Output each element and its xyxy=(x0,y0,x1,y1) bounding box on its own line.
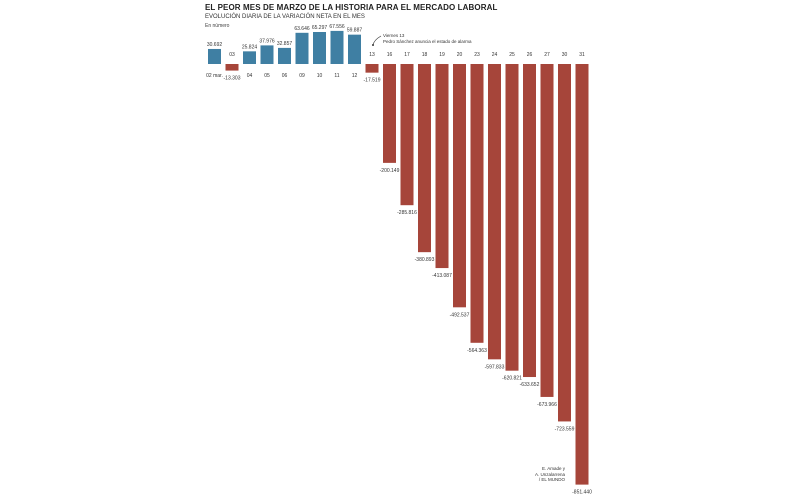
value-label-11: 67.556 xyxy=(329,24,345,30)
bar-05 xyxy=(260,45,274,64)
value-label-06: 32.857 xyxy=(277,41,293,47)
category-label-05: 05 xyxy=(264,73,270,79)
bar-02 mar. xyxy=(208,48,221,64)
bar-13 xyxy=(365,64,379,73)
value-label-05: 37.976 xyxy=(259,38,275,44)
value-label-13: -17.519 xyxy=(364,78,381,84)
bar-25 xyxy=(505,64,519,371)
category-label-20: 20 xyxy=(457,52,463,58)
category-label-23: 23 xyxy=(474,52,480,58)
value-label-16: -200.149 xyxy=(380,168,400,174)
bar-20 xyxy=(453,64,466,308)
category-label-09: 09 xyxy=(299,73,305,79)
value-label-12: 59.887 xyxy=(347,28,363,34)
annotation-text: Viernes 13 Pedro Sánchez anuncia el esta… xyxy=(383,33,472,44)
category-label-19: 19 xyxy=(439,52,445,58)
annotation-dot xyxy=(372,44,374,46)
value-label-19: -413.087 xyxy=(432,273,452,279)
bar-12 xyxy=(348,34,361,64)
value-label-25: -620.821 xyxy=(502,376,522,382)
category-label-12: 12 xyxy=(352,73,358,79)
value-label-20: -492.537 xyxy=(450,312,470,318)
credit: E. Amade y A. Unzalarrena / EL MUNDO xyxy=(530,466,565,483)
category-label-17: 17 xyxy=(404,52,410,58)
value-label-31: -851.440 xyxy=(572,490,592,496)
category-label-11: 11 xyxy=(334,73,339,79)
unit-note: En número xyxy=(205,23,230,29)
bar-06 xyxy=(278,47,291,64)
bar-24 xyxy=(488,64,501,360)
category-label-13: 13 xyxy=(369,52,375,58)
chart-title: EL PEOR MES DE MARZO DE LA HISTORIA PARA… xyxy=(205,3,498,12)
bar-09 xyxy=(295,32,309,64)
bar-30 xyxy=(558,64,571,422)
category-label-31: 31 xyxy=(579,52,585,58)
value-label-24: -597.833 xyxy=(485,364,505,370)
bar-19 xyxy=(435,64,449,269)
value-label-18: -380.893 xyxy=(415,257,435,263)
bar-27 xyxy=(540,64,554,397)
credit-line-3: / EL MUNDO xyxy=(538,477,565,482)
category-label-25: 25 xyxy=(509,52,515,58)
bar-03 xyxy=(225,64,239,71)
bar-10 xyxy=(313,32,326,64)
category-label-04: 04 xyxy=(247,73,253,79)
value-label-23: -564.363 xyxy=(467,348,487,354)
category-label-30: 30 xyxy=(562,52,568,58)
annotation-line-1: Viernes 13 xyxy=(383,33,405,38)
value-label-04: 25.824 xyxy=(242,44,258,50)
value-label-17: -285.816 xyxy=(397,210,417,216)
value-label-27: -673.966 xyxy=(537,402,557,408)
bar-16 xyxy=(383,64,396,163)
value-label-10: 65.297 xyxy=(312,25,328,31)
category-label-24: 24 xyxy=(492,52,498,58)
bar-26 xyxy=(523,64,536,378)
value-label-03: -13.303 xyxy=(224,76,241,82)
category-label-03: 03 xyxy=(229,52,235,58)
category-label-26: 26 xyxy=(527,52,533,58)
chart-subtitle: EVOLUCIÓN DIARIA DE LA VARIACIÓN NETA EN… xyxy=(205,14,365,20)
category-label-06: 06 xyxy=(282,73,288,79)
value-label-26: -633.652 xyxy=(520,382,540,388)
credit-line-2: A. Unzalarrena xyxy=(534,471,565,477)
category-label-18: 18 xyxy=(422,52,428,58)
bar-17 xyxy=(400,64,414,206)
value-label-09: 63.646 xyxy=(294,26,310,32)
bar-31 xyxy=(575,64,589,485)
annotation-line-2: Pedro Sánchez anuncia el estado de alarm… xyxy=(383,38,472,44)
value-label-02 mar.: 30.692 xyxy=(207,42,223,48)
category-label-16: 16 xyxy=(387,52,393,58)
category-label-02 mar.: 02 mar. xyxy=(206,73,223,79)
bar-11 xyxy=(330,30,344,64)
credit-line-1: E. Amade y xyxy=(541,466,565,471)
bar-04 xyxy=(243,51,256,64)
category-label-10: 10 xyxy=(317,73,323,79)
bar-18 xyxy=(418,64,431,253)
annotation-leader-line xyxy=(372,35,382,46)
value-label-30: -723.559 xyxy=(555,426,575,432)
category-label-27: 27 xyxy=(544,52,550,58)
bar-23 xyxy=(470,64,484,343)
